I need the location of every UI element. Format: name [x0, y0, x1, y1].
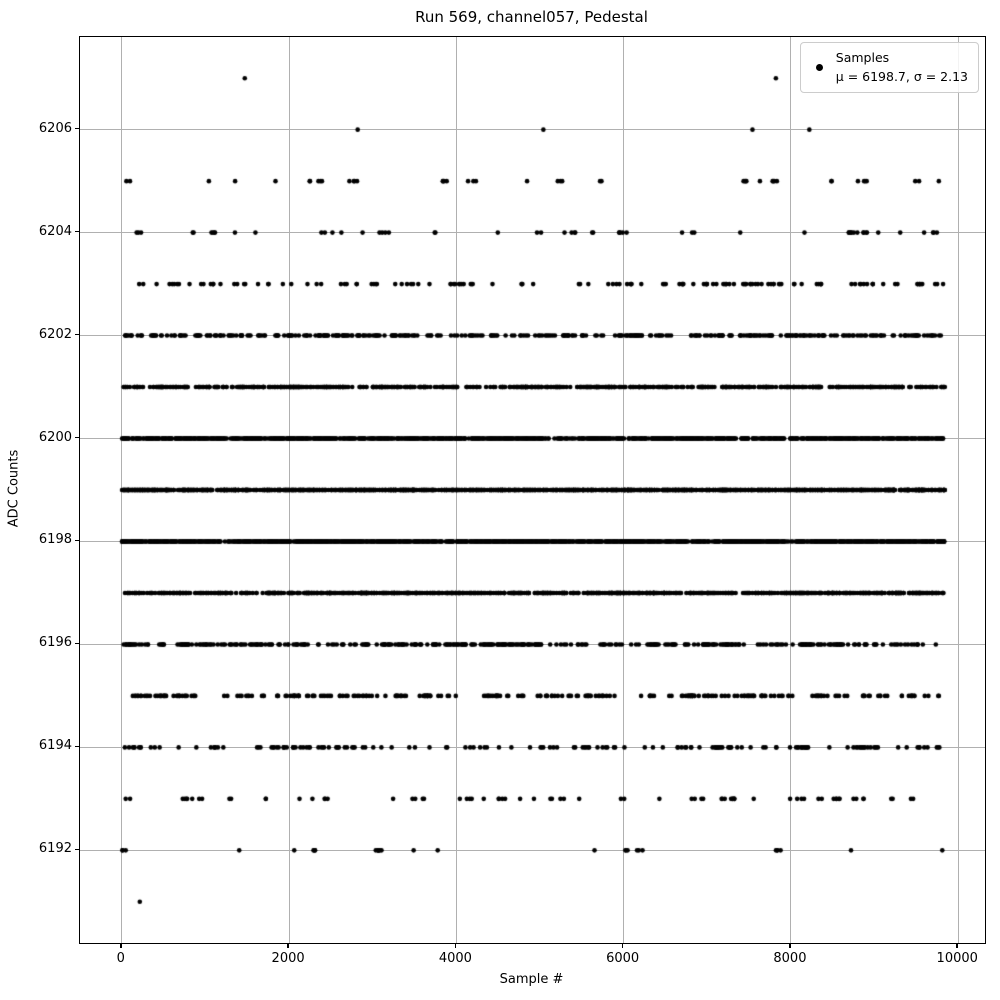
x-tick-mark — [621, 943, 624, 948]
x-tick-mark — [789, 943, 791, 948]
y-tick-label: 6206 — [38, 120, 72, 136]
y-tick-label: 6192 — [38, 841, 72, 857]
y-tick-mark — [75, 230, 79, 233]
y-tick-mark — [75, 745, 79, 748]
x-tick-mark — [956, 943, 958, 948]
y-tick-label: 6196 — [38, 635, 72, 651]
scatter-points-canvas — [80, 37, 985, 943]
x-tick-mark — [287, 943, 289, 948]
y-tick-label: 6194 — [38, 738, 72, 754]
x-tick-label: 2000 — [271, 951, 305, 966]
chart-title: Run 569, channel057, Pedestal — [415, 8, 648, 26]
legend: Samples μ = 6198.7, σ = 2.13 — [799, 42, 979, 93]
y-tick-mark — [75, 436, 79, 439]
x-tick-label: 10000 — [936, 951, 978, 966]
y-tick-mark — [75, 539, 79, 542]
y-tick-label: 6202 — [38, 326, 72, 342]
y-axis-label: ADC Counts — [6, 449, 22, 528]
legend-stats: μ = 6198.7, σ = 2.13 — [835, 69, 968, 84]
legend-label-samples: Samples — [835, 50, 890, 65]
y-tick-mark — [75, 642, 79, 645]
y-tick-mark — [75, 333, 79, 336]
y-tick-mark — [75, 127, 79, 130]
x-axis-label: Sample # — [499, 972, 564, 987]
legend-text: Samples μ = 6198.7, σ = 2.13 — [836, 48, 968, 86]
x-tick-label: 6000 — [606, 951, 640, 966]
x-tick-label: 4000 — [438, 951, 472, 966]
x-tick-mark — [120, 943, 122, 948]
x-tick-mark — [454, 943, 457, 948]
y-tick-label: 6198 — [38, 532, 72, 548]
y-tick-mark — [75, 848, 79, 851]
x-tick-label: 8000 — [773, 951, 807, 966]
plot-area: Samples μ = 6198.7, σ = 2.13 — [79, 36, 986, 944]
x-tick-label: 0 — [116, 951, 125, 966]
y-tick-label: 6200 — [38, 429, 72, 445]
y-tick-label: 6204 — [38, 223, 72, 239]
scatter-marker-icon — [815, 63, 823, 71]
